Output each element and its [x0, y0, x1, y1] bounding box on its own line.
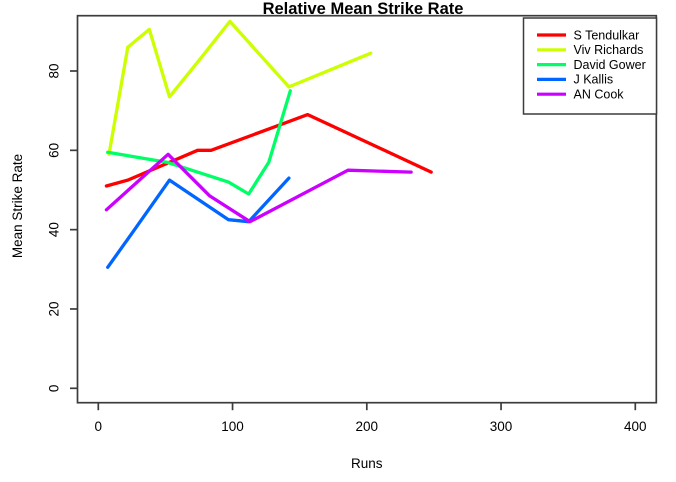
- series-line-an-cook: [104, 152, 413, 224]
- legend-label-david-gower: David Gower: [574, 58, 646, 72]
- chart-title: Relative Mean Strike Rate: [263, 0, 464, 18]
- legend-label-an-cook: AN Cook: [574, 88, 625, 102]
- y-tick-label: 0: [47, 385, 62, 393]
- y-axis: 0 20 40 60 80: [47, 63, 78, 392]
- series-group: [104, 19, 433, 269]
- x-tick-label: 200: [356, 419, 379, 434]
- y-tick-label: 40: [47, 222, 62, 237]
- x-axis-label: Runs: [351, 456, 383, 471]
- x-tick-label: 100: [221, 419, 244, 434]
- y-tick-label: 60: [47, 143, 62, 158]
- y-tick-label: 80: [47, 63, 62, 78]
- series-line-s-tendulkar: [104, 112, 433, 188]
- legend-label-s-tendulkar: S Tendulkar: [574, 28, 640, 42]
- y-tick-label: 20: [47, 301, 62, 316]
- x-tick-label: 400: [624, 419, 647, 434]
- legend-label-j-kallis: J Kallis: [574, 73, 614, 87]
- x-tick-label: 300: [490, 419, 513, 434]
- y-axis-label: Mean Strike Rate: [10, 154, 25, 258]
- series-line-david-gower: [106, 89, 292, 196]
- series-line-viv-richards: [107, 19, 373, 156]
- x-axis: 0 100 200 300 400: [95, 402, 647, 434]
- legend-label-viv-richards: Viv Richards: [574, 43, 644, 57]
- x-tick-label: 0: [95, 419, 103, 434]
- series-line-j-kallis: [106, 176, 291, 269]
